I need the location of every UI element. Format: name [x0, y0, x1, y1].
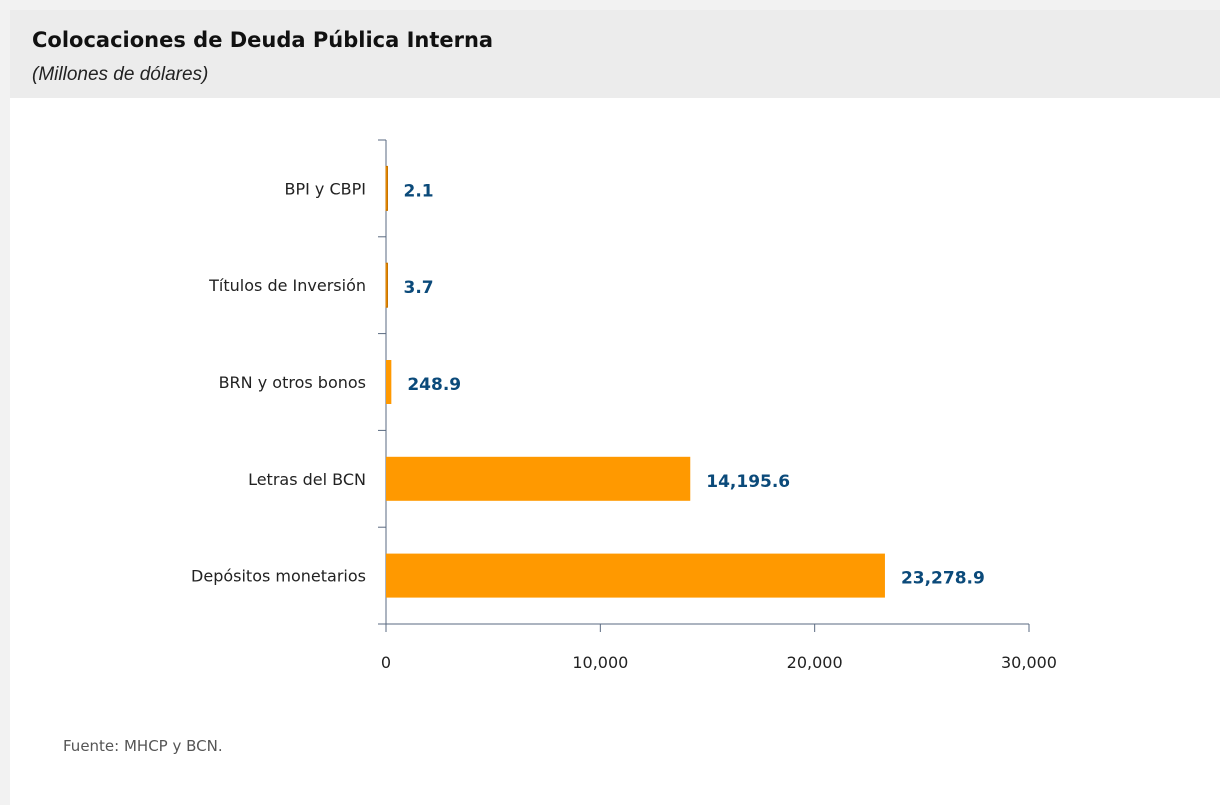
data-label: 14,195.6	[706, 472, 790, 492]
bar	[385, 165, 388, 211]
data-label: 248.9	[407, 375, 461, 395]
x-tick-label: 0	[381, 653, 391, 672]
x-tick-label: 30,000	[1001, 653, 1057, 672]
chart-frame: Colocaciones de Deuda Pública Interna (M…	[10, 10, 1220, 805]
bar	[386, 456, 691, 501]
x-tick-label: 10,000	[572, 653, 628, 672]
data-label: 23,278.9	[901, 569, 985, 589]
category-label: Letras del BCN	[248, 470, 366, 489]
chart-header: Colocaciones de Deuda Pública Interna (M…	[10, 10, 1220, 98]
category-label: Depósitos monetarios	[191, 567, 366, 586]
category-label: BRN y otros bonos	[219, 373, 366, 392]
category-label: BPI y CBPI	[285, 179, 367, 198]
category-label: Títulos de Inversión	[208, 276, 366, 295]
chart-subtitle: (Millones de dólares)	[32, 64, 209, 85]
x-tick-label: 20,000	[787, 653, 843, 672]
source-note: Fuente: MHCP y BCN.	[63, 737, 223, 755]
bar	[386, 360, 392, 404]
bar	[386, 553, 885, 598]
data-label: 3.7	[404, 278, 434, 298]
bar	[385, 262, 388, 308]
chart-title: Colocaciones de Deuda Pública Interna	[32, 28, 494, 52]
data-label: 2.1	[404, 181, 434, 201]
bar-chart: 0 10,000 20,000 30,000 BPI y CBPI 2.1 Títulos …	[191, 139, 1057, 672]
